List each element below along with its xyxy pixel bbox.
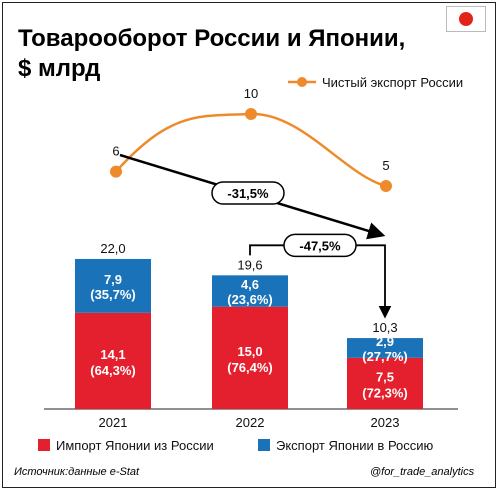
legend-line-label: Чистый экспорт России (322, 75, 463, 90)
bar-export-2021 (75, 258, 151, 313)
source-note: Источник:данные e-Stat (14, 466, 140, 478)
annotation-bubble-2021-2023 (211, 181, 285, 205)
annotation-label-2022-2023: -47,5% (299, 238, 341, 253)
export-value-label: 2,9 (376, 334, 394, 349)
net-export-value-label: 5 (382, 158, 389, 173)
bar-import-2022 (212, 306, 288, 409)
legend-import-label: Импорт Японии из России (56, 438, 214, 453)
import-value-label: 7,5 (376, 369, 394, 384)
net-export-point (380, 180, 392, 192)
x-tick-label: 2023 (371, 415, 400, 430)
import-value-label: 15,0 (237, 344, 262, 359)
export-value-label: 7,9 (104, 272, 122, 287)
bar-export-2023 (347, 338, 423, 358)
import-value-label: 14,1 (100, 347, 125, 362)
title-line-2: $ млрд (18, 55, 101, 82)
net-export-point (110, 165, 122, 178)
import-share-label: (64,3%) (90, 363, 136, 378)
legend-line-marker (297, 77, 307, 87)
x-tick-label: 2021 (99, 415, 128, 430)
export-value-label: 4,6 (241, 277, 259, 292)
bar-import-2023 (347, 357, 423, 409)
chart-frame (2, 2, 496, 488)
x-tick-label: 2022 (236, 415, 265, 430)
japan-flag-icon (446, 6, 486, 32)
import-share-label: (76,4%) (227, 360, 273, 375)
export-share-label: (23,6%) (227, 292, 273, 307)
bar-import-2021 (75, 312, 151, 409)
total-label: 10,3 (372, 320, 397, 335)
total-label: 22,0 (100, 241, 125, 256)
net-export-line (115, 112, 387, 188)
export-share-label: (35,7%) (90, 287, 136, 302)
annotation-label-2021-2023: -31,5% (227, 186, 269, 201)
author-handle: @for_trade_analytics (370, 466, 475, 478)
net-export-value-label: 6 (112, 144, 119, 159)
net-export-point (245, 108, 257, 120)
title-line-1: Товарооборот России и Японии, (18, 25, 406, 52)
bar-export-2022 (212, 275, 288, 307)
chart-title: Товарооборот России и Японии, $ млрд (18, 24, 418, 84)
net-export-value-label: 10 (244, 86, 258, 101)
export-share-label: (27,7%) (362, 349, 408, 364)
legend-import-swatch (38, 439, 50, 451)
annotation-bubble-2022-2023 (283, 233, 357, 258)
total-label: 19,6 (237, 257, 262, 272)
legend-export-swatch (258, 439, 270, 451)
legend-export-label: Экспорт Японии в Россию (276, 438, 434, 453)
import-share-label: (72,3%) (362, 385, 408, 400)
flag-sun (459, 12, 473, 26)
